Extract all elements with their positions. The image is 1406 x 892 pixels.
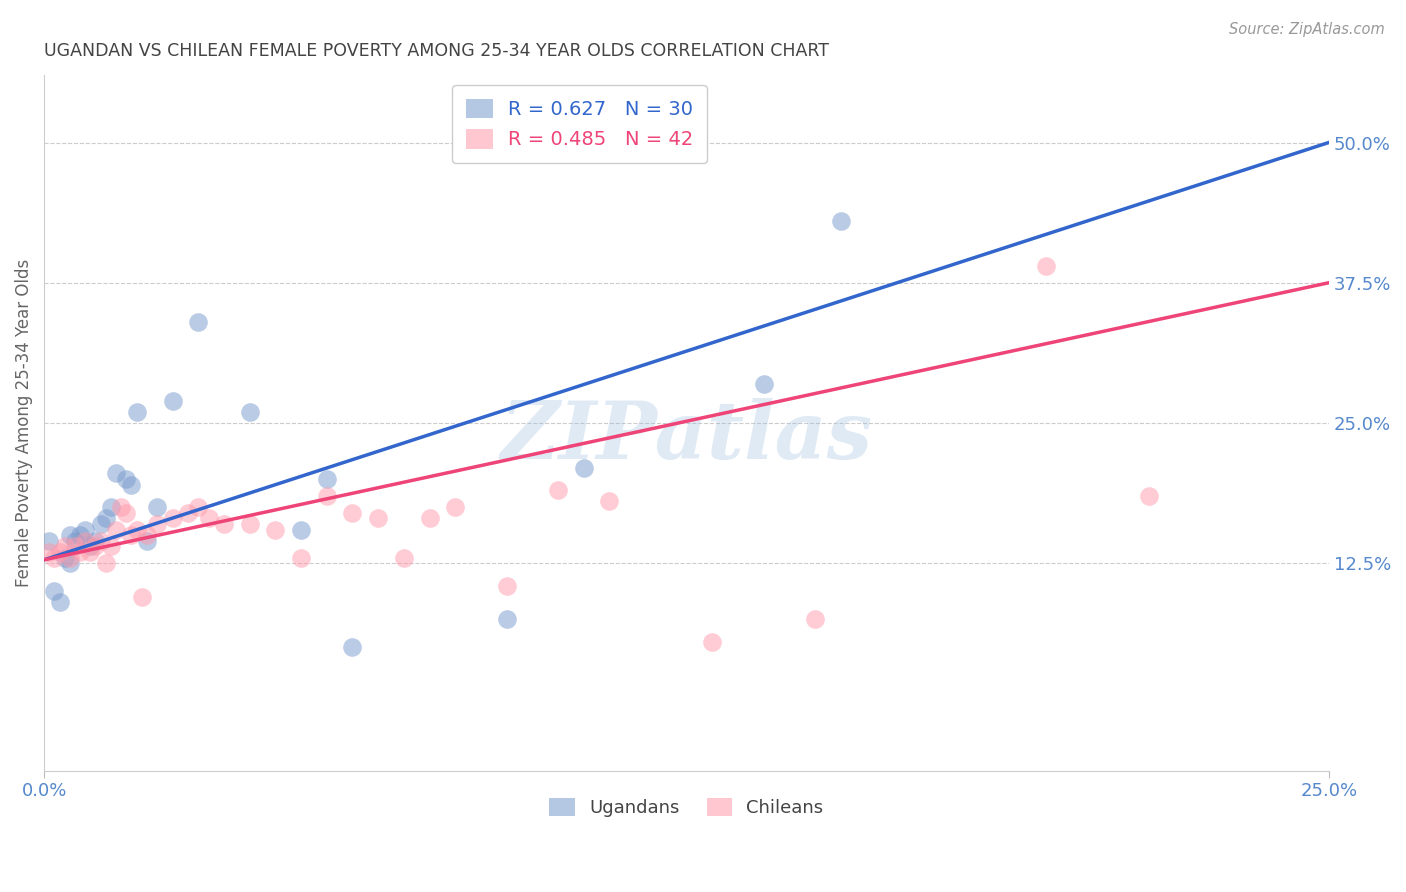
Point [44, 550, 66, 565]
Point [197, 511, 219, 525]
Point [239, 405, 262, 419]
Point [752, 376, 775, 391]
Point [48, 595, 70, 609]
Point [94, 556, 117, 570]
Point [53, 550, 76, 565]
Point [290, 523, 312, 537]
Point [69, 528, 91, 542]
Point [75, 533, 97, 548]
Point [187, 315, 209, 329]
Point [125, 405, 148, 419]
Point [125, 523, 148, 537]
Point [342, 640, 364, 655]
Point [59, 528, 82, 542]
Point [38, 545, 60, 559]
Point [700, 634, 723, 648]
Point [79, 545, 101, 559]
Y-axis label: Female Poverty Among 25-34 Year Olds: Female Poverty Among 25-34 Year Olds [15, 259, 32, 587]
Point [315, 472, 337, 486]
Point [315, 489, 337, 503]
Point [212, 516, 235, 531]
Point [63, 533, 86, 548]
Point [239, 516, 262, 531]
Point [84, 533, 107, 548]
Point [162, 511, 184, 525]
Point [367, 511, 389, 525]
Point [59, 550, 82, 565]
Point [59, 556, 82, 570]
Point [121, 528, 143, 542]
Point [1035, 259, 1057, 273]
Point [135, 533, 157, 548]
Point [84, 539, 107, 553]
Point [135, 528, 157, 542]
Point [146, 516, 169, 531]
Point [131, 590, 153, 604]
Point [547, 483, 569, 498]
Point [162, 393, 184, 408]
Point [63, 539, 86, 553]
Legend: Ugandans, Chileans: Ugandans, Chileans [543, 790, 831, 824]
Text: Source: ZipAtlas.com: Source: ZipAtlas.com [1229, 22, 1385, 37]
Point [90, 533, 112, 548]
Point [290, 550, 312, 565]
Point [115, 506, 138, 520]
Point [38, 533, 60, 548]
Point [418, 511, 440, 525]
Point [48, 545, 70, 559]
Point [69, 545, 91, 559]
Point [177, 506, 200, 520]
Text: UGANDAN VS CHILEAN FEMALE POVERTY AMONG 25-34 YEAR OLDS CORRELATION CHART: UGANDAN VS CHILEAN FEMALE POVERTY AMONG … [44, 42, 830, 60]
Point [105, 467, 128, 481]
Point [53, 539, 76, 553]
Point [804, 612, 827, 626]
Point [79, 539, 101, 553]
Point [342, 506, 364, 520]
Point [90, 516, 112, 531]
Point [495, 612, 517, 626]
Text: ZIPatlas: ZIPatlas [501, 398, 873, 475]
Point [110, 500, 132, 514]
Point [444, 500, 467, 514]
Point [598, 494, 620, 508]
Point [100, 539, 122, 553]
Point [830, 214, 852, 228]
Point [264, 523, 287, 537]
Point [115, 472, 138, 486]
Point [44, 584, 66, 599]
Point [100, 500, 122, 514]
Point [187, 500, 209, 514]
Point [495, 579, 517, 593]
Point [75, 523, 97, 537]
Point [572, 460, 595, 475]
Point [105, 523, 128, 537]
Point [392, 550, 415, 565]
Point [146, 500, 169, 514]
Point [121, 477, 143, 491]
Point [1137, 489, 1160, 503]
Point [94, 511, 117, 525]
